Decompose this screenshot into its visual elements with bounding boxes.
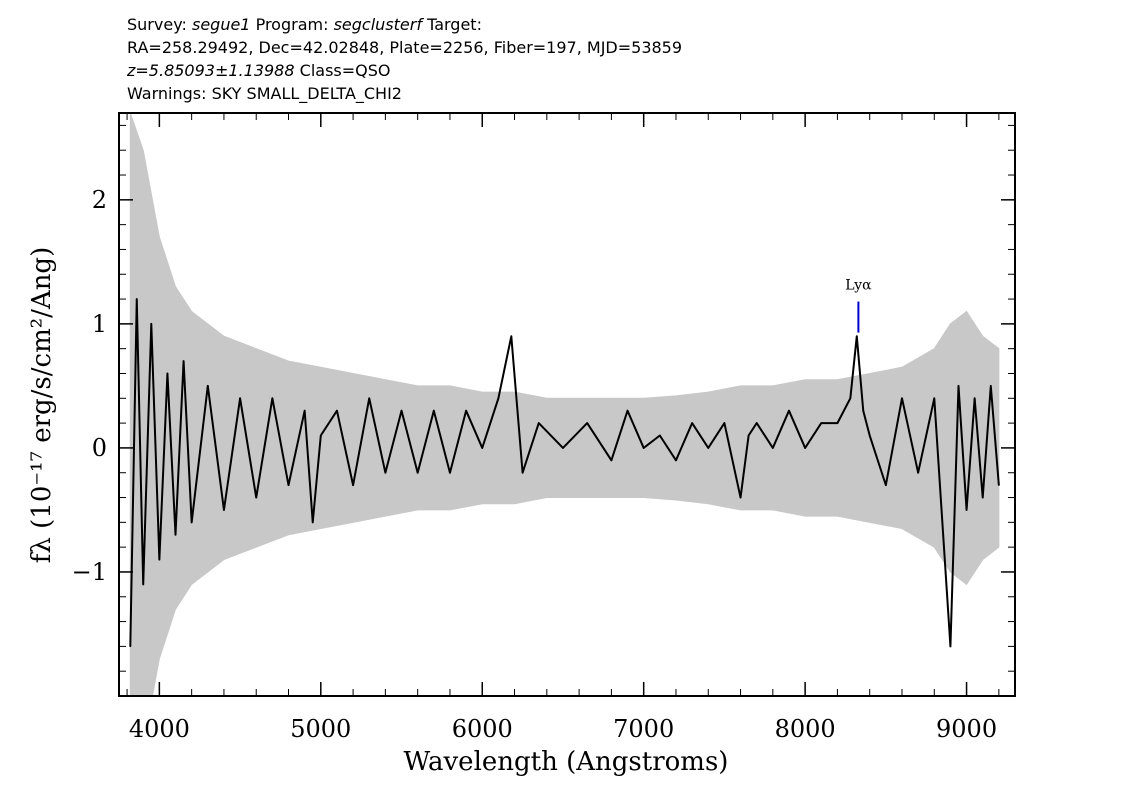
flux-point — [174, 533, 177, 536]
flux-point — [747, 434, 750, 437]
flux-point — [271, 397, 274, 400]
flux-point — [239, 397, 241, 400]
flux-point — [981, 496, 984, 499]
y-tick-label: 2 — [92, 186, 107, 214]
series-layer — [129, 113, 1000, 696]
marker-layer: Lyα — [845, 278, 872, 333]
flux-point — [320, 434, 322, 437]
header-line-2: RA=258.29492, Dec=42.02848, Plate=2256, … — [127, 38, 683, 57]
flux-point — [142, 583, 145, 586]
flux-point — [885, 484, 887, 486]
flux-point — [707, 447, 710, 449]
flux-point — [303, 409, 306, 412]
flux-point — [190, 521, 193, 524]
flux-point — [166, 372, 169, 375]
survey-label: Survey: — [127, 15, 187, 34]
flux-point — [957, 385, 960, 387]
flux-point — [965, 509, 968, 511]
flux-point — [691, 422, 693, 424]
flux-point — [182, 360, 185, 362]
x-tick-label: 4000 — [129, 715, 190, 743]
flux-point — [804, 447, 806, 449]
ticks-layer: 4000 5000 6000 7000 8000 9000 −1 0 1 2 — [72, 113, 1015, 743]
y-tick-label: −1 — [72, 558, 107, 586]
flux-point — [755, 422, 758, 424]
x-tick-label: 7000 — [613, 715, 674, 743]
lya-marker-label: Lyα — [845, 278, 872, 294]
flux-point — [675, 459, 677, 462]
flux-point — [287, 484, 290, 486]
flux-point — [449, 471, 451, 474]
class-text: Class=QSO — [299, 61, 391, 80]
flux-point — [788, 409, 790, 412]
flux-point — [384, 471, 387, 474]
y-tick-label: 0 — [92, 434, 107, 462]
warnings-text: Warnings: SKY SMALL_DELTA_CHI2 — [127, 84, 402, 103]
flux-point — [642, 447, 645, 449]
program-value: segclusterf — [333, 15, 422, 34]
x-tick-label: 8000 — [775, 715, 836, 743]
target-label: Target: — [427, 15, 482, 34]
flux-point — [150, 323, 153, 325]
flux-point — [521, 471, 524, 474]
y-axis-title: fλ (10⁻¹⁷ erg/s/cm²/Ang) — [27, 247, 57, 563]
flux-point — [901, 397, 903, 400]
survey-value: segue1 — [191, 15, 251, 34]
y-tick-label: 1 — [92, 310, 107, 338]
flux-point — [862, 409, 865, 412]
flux-point — [223, 509, 225, 511]
flux-point — [917, 471, 919, 474]
flux-point — [849, 397, 852, 400]
flux-point — [820, 422, 823, 424]
flux-point — [586, 422, 588, 424]
flux-point — [739, 496, 742, 499]
header-line-1: Survey: segue1 Program: segclusterf Targ… — [127, 13, 682, 36]
redshift-text: z=5.85093±1.13988 — [127, 61, 295, 80]
flux-point — [855, 335, 858, 338]
flux-point — [400, 409, 403, 412]
x-tick-label: 9000 — [936, 715, 997, 743]
flux-point — [659, 434, 661, 437]
flux-point — [255, 496, 258, 499]
flux-point — [626, 409, 629, 412]
flux-point — [973, 397, 976, 400]
flux-point — [836, 422, 839, 424]
flux-point — [998, 484, 1000, 486]
program-label: Program: — [255, 15, 329, 34]
flux-point — [129, 645, 132, 648]
series-error-band — [129, 113, 1000, 696]
x-axis-title: Wavelength (Angstroms) — [404, 747, 729, 777]
flux-point — [510, 335, 513, 338]
flux-point — [868, 434, 871, 437]
flux-point — [206, 385, 209, 387]
flux-point — [416, 471, 419, 474]
flux-point — [537, 422, 540, 424]
flux-point — [433, 409, 435, 412]
plot-header: Survey: segue1 Program: segclusterf Targ… — [127, 13, 682, 105]
flux-point — [497, 397, 500, 400]
flux-point — [723, 422, 726, 424]
flux-point — [610, 459, 613, 462]
flux-point — [135, 298, 138, 300]
flux-point — [352, 484, 354, 486]
flux-point — [336, 409, 338, 412]
flux-point — [989, 385, 992, 387]
flux-point — [465, 409, 467, 412]
flux-point — [949, 645, 952, 648]
flux-point — [772, 447, 774, 449]
flux-point — [368, 397, 371, 400]
header-line-3: z=5.85093±1.13988 Class=QSO — [127, 59, 682, 82]
x-tick-label: 6000 — [452, 715, 513, 743]
flux-point — [158, 558, 161, 561]
plot-frame — [118, 112, 1016, 697]
flux-point — [562, 447, 564, 449]
flux-point — [481, 447, 484, 449]
x-tick-label: 5000 — [290, 715, 351, 743]
flux-point — [933, 397, 936, 400]
flux-point — [311, 521, 314, 524]
